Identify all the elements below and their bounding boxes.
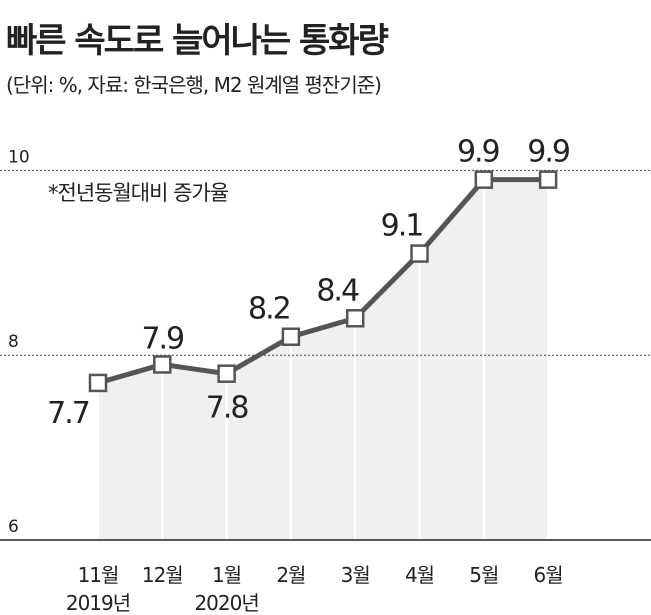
- x-tick-label: 6월: [534, 563, 563, 587]
- area: [98, 179, 549, 540]
- marker: [153, 355, 172, 374]
- marker: [538, 170, 558, 189]
- value-label: 9.1: [381, 209, 423, 244]
- x-tick-label: 11월: [78, 563, 119, 587]
- value-label: 9.9: [527, 135, 569, 170]
- x-tick-label: 1월: [212, 563, 241, 587]
- marker: [474, 170, 494, 189]
- marker: [281, 327, 301, 346]
- value-label: 7.7: [47, 396, 89, 431]
- marker: [410, 244, 429, 263]
- x-year-label: 2020년: [194, 591, 258, 615]
- chart-subtitle: (단위: %, 자료: 한국은행, M2 원계열 평잔기준): [6, 73, 381, 97]
- x-tick-label: 3월: [341, 563, 370, 587]
- marker: [88, 373, 108, 393]
- line: [97, 177, 549, 386]
- marker: [345, 309, 365, 328]
- x-tick-label: 12월: [142, 563, 183, 587]
- annotation: *전년동월대비 증가율: [48, 181, 229, 205]
- value-label: 7.9: [141, 321, 183, 356]
- chart-title: 빠른 속도로 늘어나는 통화량: [6, 21, 389, 61]
- y-tick-label: 6: [8, 517, 19, 537]
- x-tick-label: 5월: [469, 563, 498, 587]
- x-tick-label: 4월: [405, 563, 434, 587]
- value-label: 7.8: [206, 391, 249, 426]
- value-label: 8.4: [316, 273, 359, 308]
- value-label: 9.9: [457, 135, 499, 170]
- value-label: 8.2: [248, 292, 290, 327]
- y-tick-label: 10: [8, 147, 30, 167]
- marker: [217, 364, 236, 383]
- y-tick-label: 8: [8, 332, 19, 352]
- x-tick-label: 2월: [276, 563, 305, 587]
- x-year-label: 2019년: [66, 591, 130, 615]
